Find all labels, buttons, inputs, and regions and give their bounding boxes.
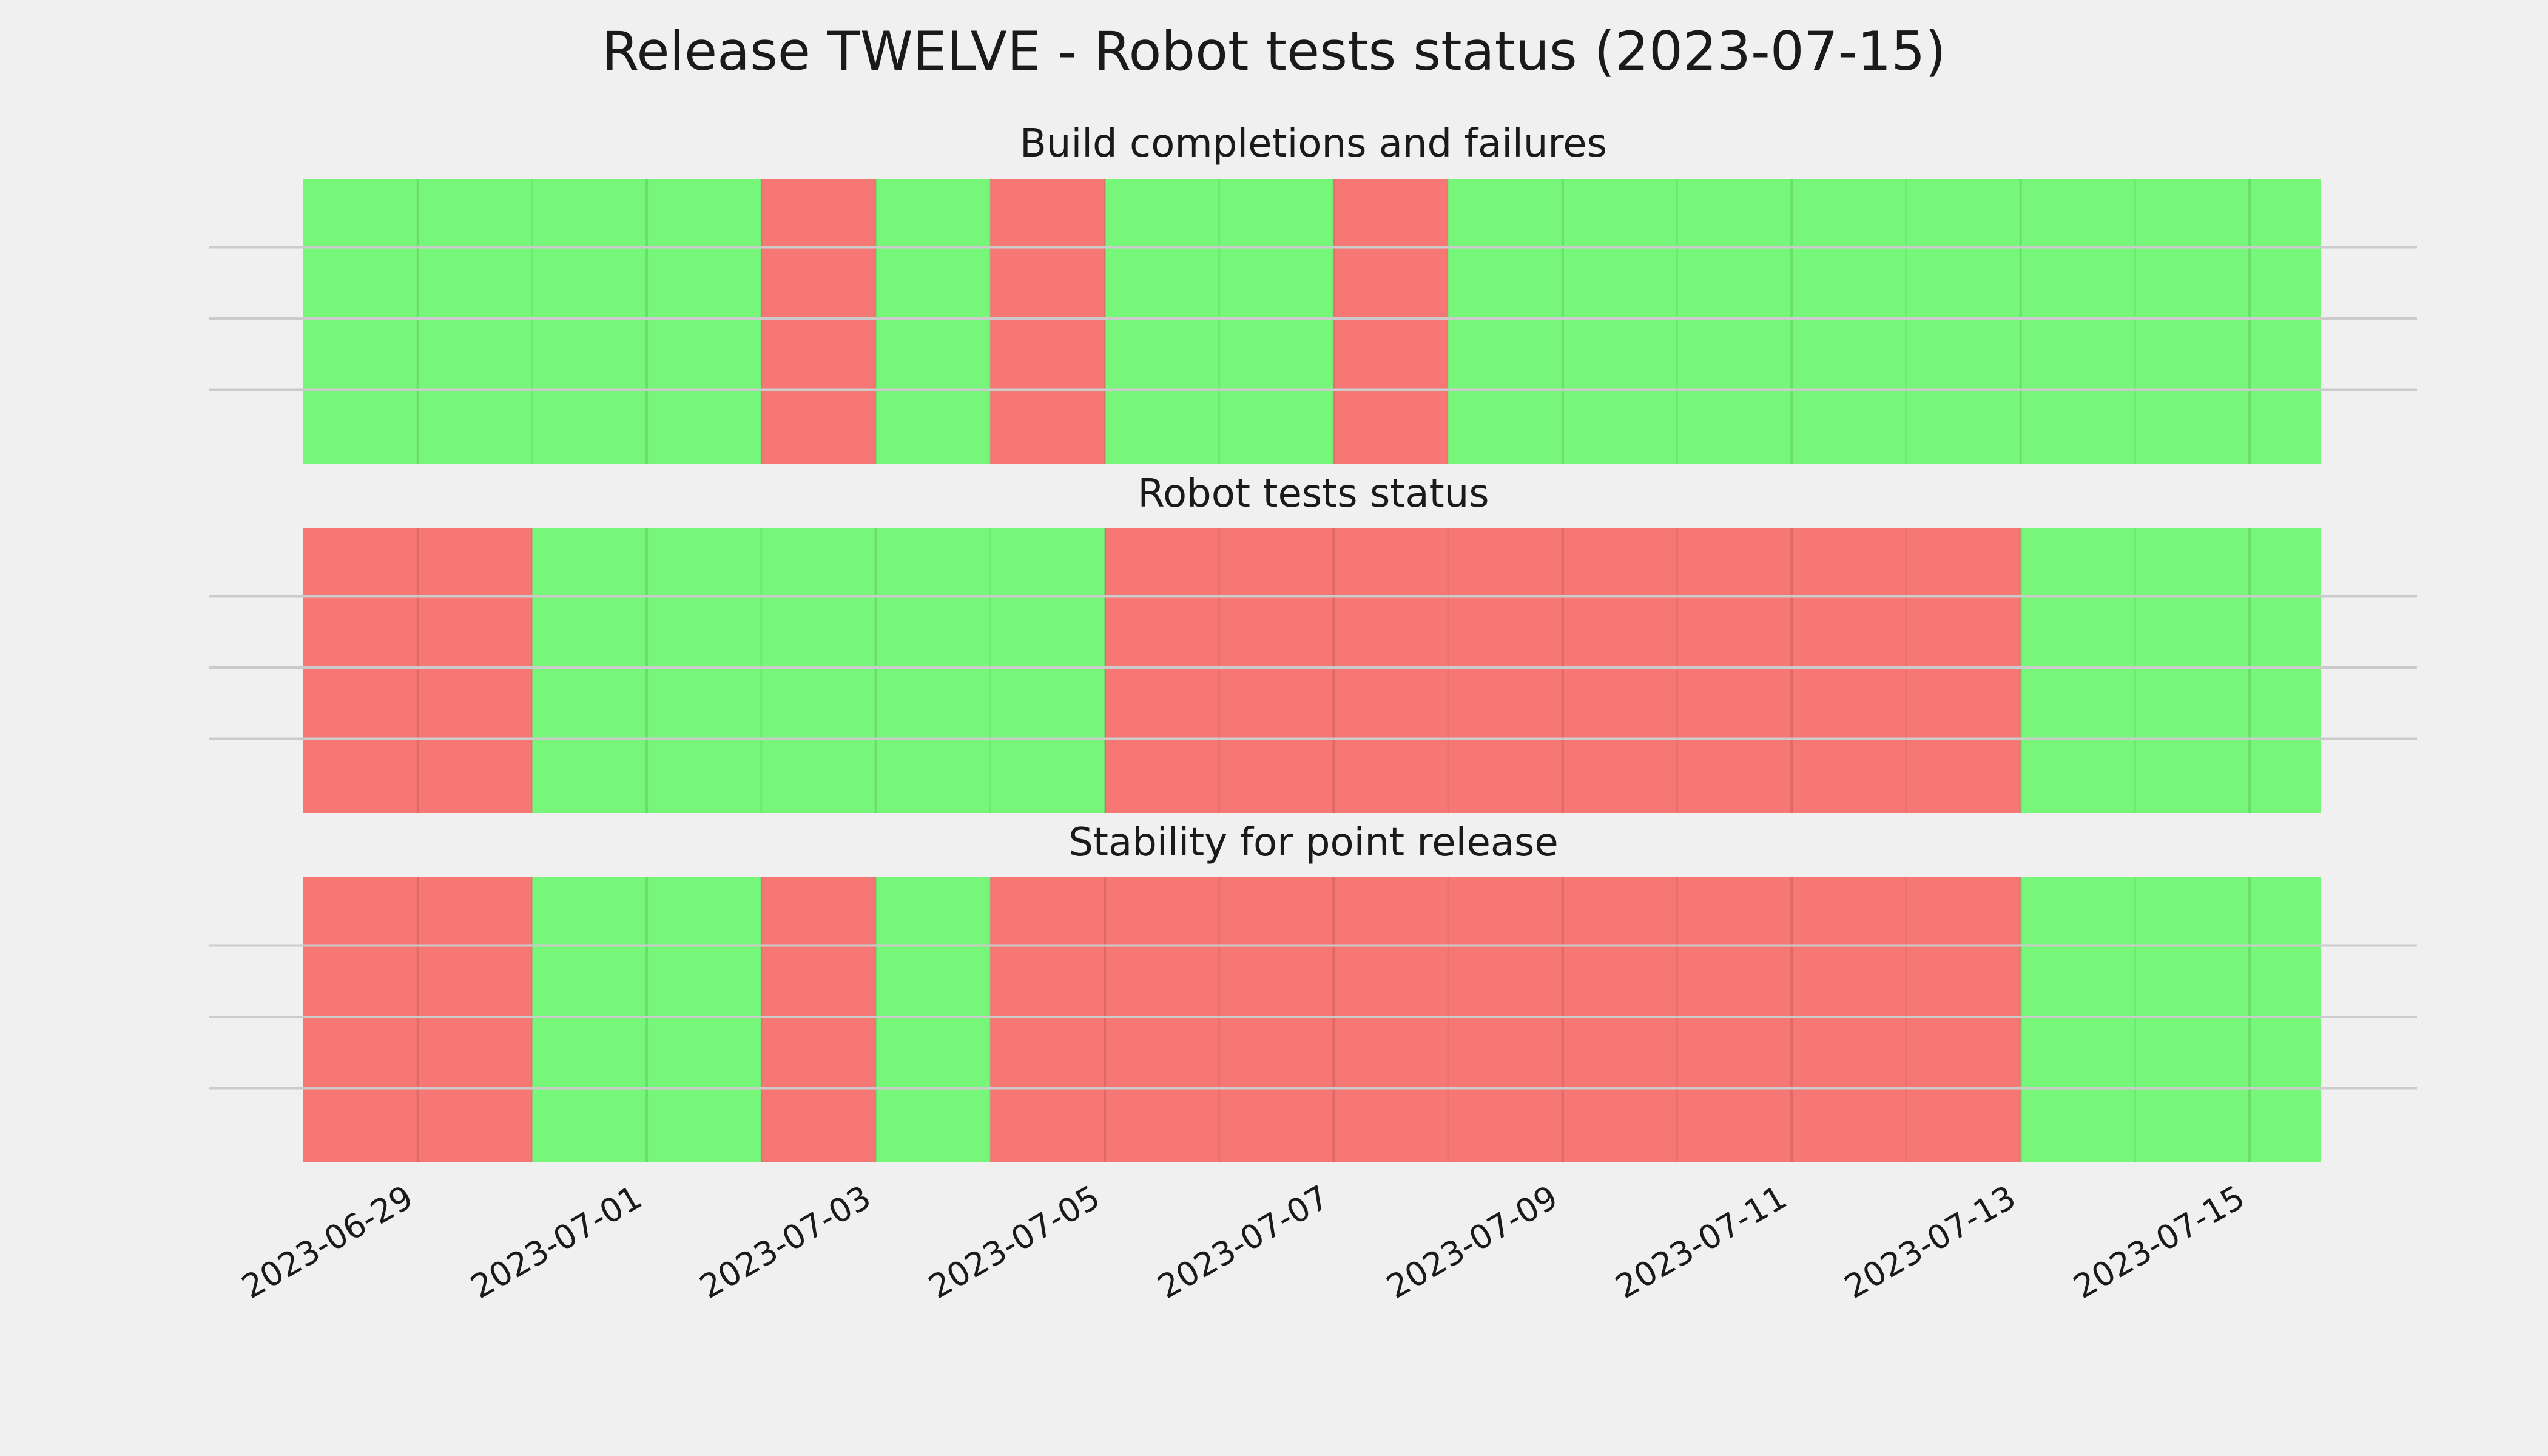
status-segment-bad	[303, 877, 533, 1162]
status-segment-good	[532, 877, 761, 1162]
status-segment-bad	[1104, 528, 2021, 813]
status-segment-bad	[990, 877, 2021, 1162]
panel-title-build: Build completions and failures	[1020, 121, 1607, 166]
panel-title-robot: Robot tests status	[1138, 471, 1489, 516]
status-segment-good	[875, 877, 991, 1162]
panel-build-completions: Build completions and failures	[209, 121, 2417, 464]
status-segment-bad	[303, 528, 533, 813]
panel-stability: Stability for point release	[209, 820, 2417, 1162]
status-segment-bad	[761, 179, 876, 464]
status-segment-good	[303, 179, 761, 464]
panel-robot-body	[209, 528, 2417, 813]
status-segment-good	[2020, 528, 2321, 813]
status-segment-bad	[990, 179, 1105, 464]
panel-title-stability: Stability for point release	[1068, 820, 1559, 865]
status-segment-good	[1448, 179, 2321, 464]
panel-robot-tests: Robot tests status	[209, 471, 2417, 813]
status-segment-good	[2020, 877, 2321, 1162]
status-segment-good	[1104, 179, 1334, 464]
panel-stability-body	[209, 877, 2417, 1162]
status-segment-good	[532, 528, 1105, 813]
panel-build-body	[209, 179, 2417, 464]
status-segment-bad	[761, 877, 876, 1162]
status-segment-bad	[1333, 179, 1449, 464]
chart-title: Release TWELVE - Robot tests status (202…	[602, 20, 1946, 83]
status-segment-good	[875, 179, 991, 464]
